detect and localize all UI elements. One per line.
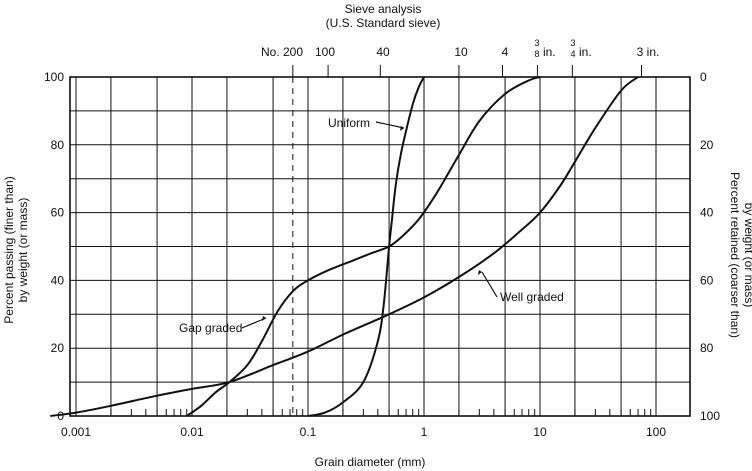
y-left-tick-label: 20	[51, 341, 65, 355]
chart-subtitle: (U.S. Standard sieve)	[326, 16, 441, 30]
series-gap-graded-line	[186, 76, 541, 417]
sieve-label: 40	[376, 45, 390, 59]
x-tick-label: 0.1	[300, 425, 317, 439]
y-right-tick-label: 20	[700, 138, 714, 152]
grid-lines	[70, 77, 690, 416]
sieve-label: 4	[502, 45, 509, 59]
y-right-tick-label: 0	[700, 70, 707, 84]
annotation-well-graded-label: Well graded	[500, 290, 564, 304]
sieve-markers: No. 200 100 40 10 438 in.34 in. 3 in.	[261, 38, 659, 416]
sieve-label-denominator: 8	[534, 49, 539, 59]
annotation-well-graded-arrowhead	[478, 270, 482, 275]
y-left-label-line2: by weight (or mass)	[16, 198, 30, 303]
y-right-tick-label: 60	[700, 273, 714, 287]
sieve-label: No. 200	[261, 45, 303, 59]
y-right-label-line1: Percent retained (coarser than)	[728, 172, 742, 338]
annotation-uniform-leader	[375, 121, 405, 129]
y-right-label-line2: by weight (or mass)	[742, 203, 752, 308]
y-left-tick-label: 0	[57, 409, 64, 423]
y-left-tick-label: 60	[51, 206, 65, 220]
y-left-tick-label: 40	[51, 273, 65, 287]
x-tick-label: 1	[421, 425, 428, 439]
series-uniform-line	[307, 76, 425, 417]
sieve-label-unit: in.	[579, 45, 592, 59]
minor-ticks	[110, 409, 652, 416]
sieve-label: 10	[454, 45, 468, 59]
y-left-label-line1: Percent passing (finer than)	[2, 176, 16, 323]
y-left-tick-label: 100	[44, 70, 64, 84]
y-left-tick-labels: 0 20 40 60 80 100	[44, 70, 64, 423]
x-tick-label: 100	[646, 425, 666, 439]
sieve-label-denominator: 4	[570, 49, 575, 59]
annotation-gap-graded-arrowhead	[262, 316, 266, 321]
chart-title: Sieve analysis	[345, 2, 422, 16]
y-right-tick-label: 40	[700, 206, 714, 220]
y-right-tick-labels: 100 80 60 40 20 0	[700, 70, 720, 423]
plot-frame	[69, 76, 691, 417]
sieve-label-numerator: 3	[570, 38, 575, 48]
x-tick-label: 0.01	[180, 425, 204, 439]
annotation-uniform-arrowhead	[400, 126, 404, 131]
annotation-well-graded-leader	[481, 271, 498, 298]
annotation-gap-graded-leader	[241, 317, 267, 329]
x-axis-label: Grain diameter (mm)	[315, 455, 426, 469]
sieve-label-numerator: 3	[534, 38, 539, 48]
sieve-label: 100	[315, 45, 335, 59]
annotation-gap-graded-label: Gap graded	[179, 321, 242, 335]
sieve-label-unit: in.	[543, 45, 556, 59]
annotation-uniform-label: Uniform	[328, 116, 370, 130]
y-left-tick-label: 80	[51, 138, 65, 152]
curves: Uniform Gap graded Well graded	[50, 76, 639, 417]
x-tick-label: 10	[533, 425, 547, 439]
x-tick-label: 0.001	[61, 425, 91, 439]
y-right-tick-label: 80	[700, 341, 714, 355]
y-right-tick-label: 100	[700, 409, 720, 423]
sieve-label: 3 in.	[637, 45, 660, 59]
series-well-graded-line	[50, 76, 639, 417]
x-tick-labels: 0.001 0.01 0.1 1 10 100	[61, 425, 666, 439]
